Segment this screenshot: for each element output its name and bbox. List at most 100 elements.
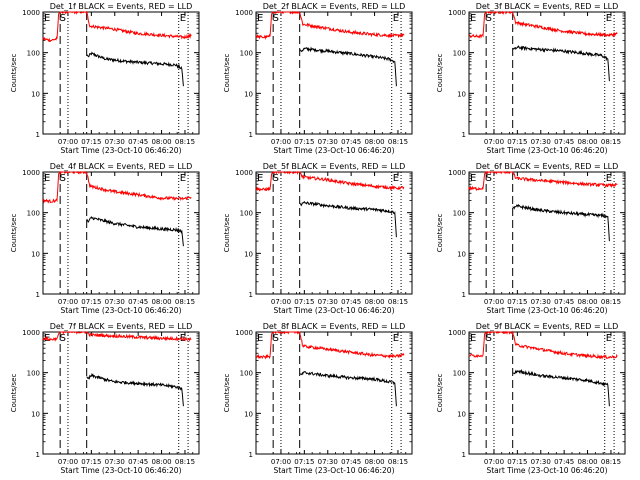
marker-label: E — [393, 173, 399, 184]
x-tick-label: 08:15 — [388, 458, 408, 466]
x-tick-label: 07:00 — [271, 458, 291, 466]
x-tick-label: 08:15 — [175, 138, 195, 146]
y-tick-label: 1000 — [448, 169, 466, 177]
y-tick-label: 10 — [457, 250, 466, 258]
x-tick-label: 08:00 — [151, 138, 171, 146]
x-tick-label: 07:45 — [128, 458, 148, 466]
marker-label: E — [393, 333, 399, 344]
x-tick-label: 08:15 — [601, 138, 621, 146]
x-tick-label: 07:45 — [554, 458, 574, 466]
x-tick-label: 07:30 — [318, 298, 338, 306]
lld-series-line — [42, 331, 192, 342]
chart-title: Det_5f BLACK = Events, RED = LLD — [263, 162, 406, 171]
y-tick-label: 100 — [240, 50, 253, 58]
x-tick-label: 07:00 — [271, 138, 291, 146]
y-tick-label: 10 — [31, 410, 40, 418]
y-axis-label: Counts/sec — [436, 214, 444, 253]
x-axis-label: Start Time (23-Oct-10 06:46:20) — [60, 146, 181, 155]
y-tick-label: 1 — [462, 291, 466, 299]
y-tick-label: 10 — [457, 90, 466, 98]
y-tick-label: 1000 — [22, 9, 40, 17]
x-tick-label: 07:15 — [81, 138, 101, 146]
marker-label: S — [486, 173, 492, 184]
x-tick-label: 07:30 — [531, 458, 551, 466]
chart-panel-2: Det_2f BLACK = Events, RED = LLD 1 10 100 10… — [223, 2, 413, 155]
chart-panel-6: Det_6f BLACK = Events, RED = LLD 1 10 100 10… — [436, 162, 626, 315]
y-tick-label: 100 — [453, 210, 466, 218]
y-axis-label: Counts/sec — [10, 374, 18, 413]
y-axis-label: Counts/sec — [223, 374, 231, 413]
y-axis-label: Counts/sec — [10, 54, 18, 93]
marker-label: E — [606, 173, 612, 184]
plot-frame — [255, 171, 413, 295]
x-tick-label: 07:45 — [128, 138, 148, 146]
x-tick-label: 07:45 — [554, 138, 574, 146]
y-tick-label: 100 — [240, 210, 253, 218]
x-tick-label: 08:15 — [601, 298, 621, 306]
x-axis-label: Start Time (23-Oct-10 06:46:20) — [273, 306, 394, 315]
y-tick-label: 100 — [453, 50, 466, 58]
x-axis-label: Start Time (23-Oct-10 06:46:20) — [486, 466, 607, 475]
chart-title: Det_9f BLACK = Events, RED = LLD — [476, 322, 619, 331]
lld-series-line — [468, 10, 618, 39]
x-tick-label: 07:30 — [318, 458, 338, 466]
y-tick-label: 1000 — [448, 329, 466, 337]
x-axis-label: Start Time (23-Oct-10 06:46:20) — [60, 306, 181, 315]
x-tick-label: 08:00 — [577, 298, 597, 306]
marker-label: S — [486, 13, 492, 24]
events-series-line — [299, 46, 397, 87]
y-tick-label: 100 — [27, 370, 40, 378]
lld-series-line — [468, 330, 618, 360]
x-tick-label: 07:15 — [81, 298, 101, 306]
y-axis-label: Counts/sec — [223, 54, 231, 93]
x-axis-label: Start Time (23-Oct-10 06:46:20) — [486, 146, 607, 155]
x-tick-label: 08:00 — [151, 458, 171, 466]
lld-series-line — [42, 170, 192, 204]
y-axis-label: Counts/sec — [10, 214, 18, 253]
plot-frame — [468, 331, 626, 455]
x-tick-label: 07:30 — [531, 138, 551, 146]
chart-panel-9: Det_9f BLACK = Events, RED = LLD 1 10 100 10… — [436, 322, 626, 475]
lld-series-line — [256, 170, 405, 192]
y-tick-label: 100 — [240, 370, 253, 378]
x-axis-label: Start Time (23-Oct-10 06:46:20) — [60, 466, 181, 475]
marker-label: E — [470, 13, 476, 24]
x-tick-label: 07:15 — [507, 458, 527, 466]
plot-frame — [468, 171, 626, 295]
x-axis-label: Start Time (23-Oct-10 06:46:20) — [486, 306, 607, 315]
marker-label: S — [273, 13, 279, 24]
x-tick-label: 07:15 — [294, 298, 314, 306]
events-series-line — [86, 216, 184, 247]
y-tick-label: 1 — [249, 291, 253, 299]
x-tick-label: 07:00 — [58, 298, 78, 306]
y-tick-label: 10 — [244, 410, 253, 418]
x-tick-label: 08:00 — [577, 458, 597, 466]
chart-panel-3: Det_3f BLACK = Events, RED = LLD 1 10 100 10… — [436, 2, 626, 155]
x-tick-label: 07:15 — [294, 138, 314, 146]
y-axis-label: Counts/sec — [436, 374, 444, 413]
x-axis-label: Start Time (23-Oct-10 06:46:20) — [273, 146, 394, 155]
x-tick-label: 07:00 — [58, 138, 78, 146]
y-tick-label: 100 — [27, 50, 40, 58]
chart-panel-1: Det_1f BLACK = Events, RED = LLD 1 10 100 10… — [10, 2, 200, 155]
chart-title: Det_8f BLACK = Events, RED = LLD — [263, 322, 406, 331]
y-tick-label: 10 — [31, 90, 40, 98]
chart-title: Det_2f BLACK = Events, RED = LLD — [263, 2, 406, 11]
x-tick-label: 07:30 — [318, 138, 338, 146]
chart-panel-4: Det_4f BLACK = Events, RED = LLD 1 10 100 10… — [10, 162, 200, 315]
x-tick-label: 08:15 — [601, 458, 621, 466]
marker-label: E — [257, 333, 263, 344]
lld-series-line — [468, 170, 618, 192]
lld-series-line — [255, 330, 405, 360]
events-series-line — [512, 368, 610, 407]
x-tick-label: 07:00 — [271, 298, 291, 306]
x-tick-label: 07:15 — [81, 458, 101, 466]
x-tick-label: 07:45 — [341, 298, 361, 306]
marker-label: E — [606, 13, 612, 24]
lld-series-line — [42, 10, 192, 43]
x-tick-label: 07:00 — [58, 458, 78, 466]
chart-title: Det_4f BLACK = Events, RED = LLD — [50, 162, 193, 171]
x-tick-label: 07:15 — [294, 458, 314, 466]
events-series-line — [299, 201, 397, 238]
